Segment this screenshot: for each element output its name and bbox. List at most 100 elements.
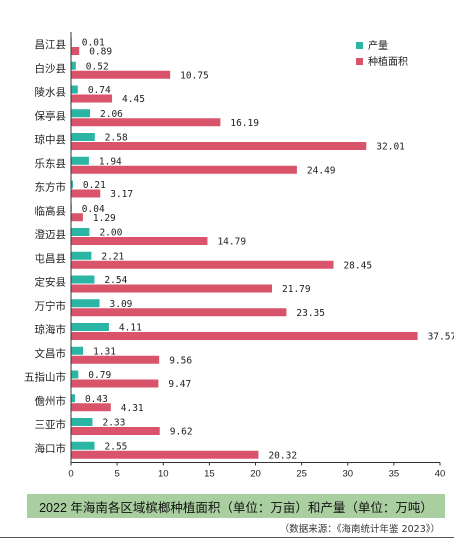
category-label: 万宁市 bbox=[35, 299, 67, 312]
category-label: 陵水县 bbox=[35, 87, 67, 99]
category-label: 文昌市 bbox=[35, 347, 67, 360]
x-tick-label: 35 bbox=[389, 469, 400, 480]
bar-area bbox=[71, 450, 259, 459]
value-label-area: 3.17 bbox=[110, 189, 133, 200]
bar-output bbox=[71, 85, 78, 94]
value-label-output: 2.21 bbox=[101, 251, 124, 262]
bar-area bbox=[71, 355, 160, 364]
category-label: 五指山市 bbox=[24, 371, 66, 384]
value-label-area: 4.31 bbox=[121, 403, 144, 414]
value-label-area: 10.75 bbox=[180, 70, 209, 81]
category-label: 昌江县 bbox=[35, 39, 67, 51]
bar-area bbox=[71, 427, 160, 435]
value-label-output: 1.94 bbox=[99, 156, 122, 167]
value-label-area: 14.79 bbox=[217, 237, 246, 248]
value-labels: 0.010.89 0.52 10.75 0.74 4.45 2.06 16.19 2.58 32… bbox=[82, 38, 454, 462]
chart-title: 2022 年海南各区域槟榔种植面积（单位：万亩）和产量（单位：万吨） bbox=[27, 494, 445, 518]
bar-output bbox=[71, 133, 95, 141]
value-label-area: 32.01 bbox=[376, 142, 405, 153]
bars bbox=[71, 38, 418, 459]
value-label-area: 9.56 bbox=[169, 355, 192, 366]
bar-output bbox=[71, 61, 76, 70]
x-tick-label: 25 bbox=[296, 469, 307, 480]
value-label-output: 2.55 bbox=[105, 441, 128, 452]
bar-area bbox=[71, 165, 297, 174]
value-label-area: 37.57 bbox=[428, 332, 454, 343]
value-label-output: 0.21 bbox=[83, 180, 106, 191]
bar-area bbox=[71, 308, 287, 317]
legend-label-output: 产量 bbox=[368, 39, 388, 52]
bar-area bbox=[71, 213, 83, 222]
bar-output bbox=[71, 251, 92, 260]
category-label: 屯昌县 bbox=[35, 252, 67, 265]
bar-area bbox=[71, 142, 367, 150]
value-label-output: 2.00 bbox=[99, 228, 122, 239]
category-labels: 昌江县白沙县陵水县保亭县琼中县乐东县东方市临高县澄迈县屯昌县定安县万宁市琼海市文… bbox=[24, 39, 66, 455]
category-label: 东方市 bbox=[35, 181, 67, 194]
legend-label-area: 种植面积 bbox=[368, 55, 408, 68]
category-label: 琼海市 bbox=[35, 323, 67, 336]
bar-output bbox=[71, 394, 75, 403]
bar-area bbox=[71, 94, 113, 103]
value-label-area: 16.19 bbox=[230, 118, 259, 129]
x-tick-label: 20 bbox=[250, 469, 261, 480]
value-label-area: 1.29 bbox=[93, 213, 116, 224]
x-axis: 0 5 10 15 20 25 30 35 40 bbox=[68, 32, 445, 480]
x-tick-label: 0 bbox=[68, 469, 73, 480]
bar-area bbox=[71, 70, 171, 79]
value-label-output: 2.54 bbox=[104, 275, 127, 286]
category-label: 琼中县 bbox=[35, 133, 67, 146]
bar-area bbox=[71, 379, 159, 388]
value-label-area: 4.45 bbox=[122, 94, 145, 105]
bar-output bbox=[71, 156, 89, 165]
bar-output bbox=[71, 441, 95, 450]
bar-area bbox=[71, 260, 334, 269]
legend-swatch-area bbox=[356, 58, 363, 65]
bar-area bbox=[71, 284, 273, 293]
bar-output bbox=[71, 323, 109, 331]
legend-swatch-output bbox=[356, 42, 363, 49]
x-tick-label: 30 bbox=[342, 469, 353, 480]
value-label-output: 1.31 bbox=[93, 346, 116, 357]
category-label: 海口市 bbox=[35, 442, 67, 455]
value-label-output: 2.06 bbox=[100, 109, 123, 120]
category-label: 白沙县 bbox=[35, 62, 67, 75]
bar-output bbox=[71, 180, 73, 189]
bar-output bbox=[71, 370, 79, 379]
value-label-area: 28.45 bbox=[343, 260, 372, 271]
category-label: 乐东县 bbox=[35, 157, 67, 170]
value-label-output: 4.11 bbox=[119, 323, 142, 334]
x-tick-label: 15 bbox=[204, 469, 215, 480]
x-tick-label: 40 bbox=[435, 469, 446, 480]
category-label: 三亚市 bbox=[35, 418, 67, 431]
value-label-area: 0.89 bbox=[89, 47, 112, 58]
bar-area bbox=[71, 189, 101, 198]
value-label-output: 0.74 bbox=[88, 85, 111, 96]
value-label-area: 21.79 bbox=[282, 284, 311, 295]
value-label-output: 0.43 bbox=[85, 394, 108, 405]
bottom-divider bbox=[0, 537, 454, 538]
value-label-output: 0.52 bbox=[86, 61, 109, 72]
category-label: 定安县 bbox=[35, 276, 67, 289]
value-label-output: 0.01 bbox=[82, 38, 105, 49]
value-label-output: 2.33 bbox=[102, 418, 125, 429]
value-label-area: 23.35 bbox=[296, 308, 325, 319]
category-label: 澄迈县 bbox=[35, 228, 67, 241]
bar-area bbox=[71, 332, 418, 340]
bar-area bbox=[71, 403, 111, 412]
bar-output bbox=[71, 228, 90, 236]
bar-chart: 昌江县白沙县陵水县保亭县琼中县乐东县东方市临高县澄迈县屯昌县定安县万宁市琼海市文… bbox=[24, 32, 454, 480]
bar-output bbox=[71, 109, 91, 118]
bar-area bbox=[71, 237, 208, 245]
x-tick-label: 5 bbox=[114, 469, 119, 480]
category-label: 保亭县 bbox=[35, 109, 67, 122]
bar-output bbox=[71, 418, 93, 426]
category-label: 儋州市 bbox=[35, 394, 67, 407]
value-label-area: 24.49 bbox=[307, 165, 336, 176]
value-label-output: 2.58 bbox=[105, 133, 128, 144]
value-label-output: 0.04 bbox=[82, 204, 105, 215]
bar-output bbox=[71, 275, 95, 284]
bar-output bbox=[71, 346, 84, 355]
value-label-output: 0.79 bbox=[88, 370, 111, 381]
bar-output bbox=[71, 299, 100, 308]
